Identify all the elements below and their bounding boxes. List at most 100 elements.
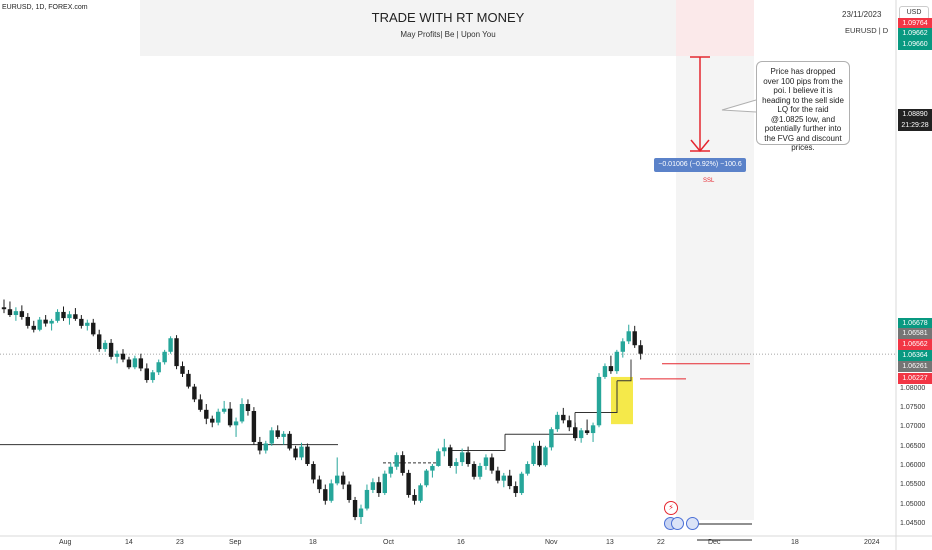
time-tick-label: 14 <box>125 539 133 546</box>
candle-body <box>573 427 578 439</box>
candle-body <box>507 475 512 487</box>
candle-body <box>549 429 554 448</box>
candle-body <box>204 409 209 419</box>
overlay-drawings <box>640 56 757 541</box>
symbol-header: EURUSD, 1D, FOREX.com <box>2 4 88 11</box>
watermark-panel <box>140 0 680 56</box>
candle-body <box>168 338 173 352</box>
measure-label[interactable]: −0.01006 (−0.92%) −100.6 <box>654 158 746 172</box>
countdown-tag: 21:29:28 <box>898 120 932 131</box>
candle-body <box>329 483 334 501</box>
candle-body <box>632 331 637 346</box>
price-tag: 1.09660 <box>898 39 932 50</box>
candle-body <box>352 500 358 518</box>
price-tag: 1.06364 <box>898 350 932 361</box>
candle-body <box>555 414 560 430</box>
time-tick-label: 22 <box>657 539 665 546</box>
drawings <box>0 353 896 464</box>
candle-body <box>263 443 268 451</box>
candle-body <box>85 322 90 326</box>
candle-body <box>596 376 602 426</box>
time-tick-label: 23 <box>176 539 184 546</box>
time-tick-label: 16 <box>457 539 465 546</box>
candle-body <box>233 421 239 426</box>
price-tick-label: 1.08000 <box>900 384 926 392</box>
candle-body <box>543 447 548 466</box>
candle-body <box>49 320 54 324</box>
candle-body <box>584 430 590 434</box>
candle-body <box>216 411 221 423</box>
candle-body <box>436 451 441 466</box>
ssl-label: SSL <box>703 178 715 184</box>
event-icon-3[interactable] <box>686 517 699 530</box>
candle-body <box>120 353 126 360</box>
candle-body <box>454 462 459 466</box>
candle-body <box>382 473 387 494</box>
candle-body <box>180 366 185 374</box>
candle-body <box>287 433 292 449</box>
candle-body <box>192 386 197 400</box>
candle-body <box>269 430 274 444</box>
price-tag: 1.09662 <box>898 28 932 39</box>
candle-body <box>37 319 42 330</box>
symbol-timeframe-label: EURUSD | D <box>845 26 889 35</box>
price-tag: 1.06562 <box>898 339 932 350</box>
candle-body <box>590 425 596 434</box>
price-tick-label: 1.06000 <box>900 461 926 469</box>
price-tick-label: 1.07000 <box>900 423 926 431</box>
candle-body <box>108 342 114 357</box>
note-pointer <box>721 99 757 113</box>
candle-body <box>614 351 620 372</box>
candle-body <box>311 464 316 480</box>
candle-body <box>73 314 78 319</box>
candle-body <box>465 452 471 465</box>
price-tag: 1.09764 <box>898 18 932 29</box>
candle-body <box>406 472 411 495</box>
event-icon-2[interactable] <box>671 517 684 530</box>
candle-body <box>525 464 530 474</box>
watermark-subtitle: May Profits| Be | Upon You <box>400 30 496 39</box>
candle-body <box>477 465 483 477</box>
candle-body <box>394 455 399 467</box>
time-tick-label: Sep <box>229 539 242 546</box>
price-tag: 1.06227 <box>898 373 932 384</box>
candle-body <box>97 334 102 350</box>
price-tick-label: 1.05000 <box>900 500 926 508</box>
price-tick-label: 1.07500 <box>900 403 926 411</box>
candle-body <box>43 319 48 324</box>
candle-body <box>144 368 149 381</box>
candle-body <box>323 489 328 501</box>
candle-body <box>31 325 36 330</box>
candle-body <box>602 366 608 377</box>
candle-body <box>335 475 340 484</box>
candle-body <box>626 331 631 342</box>
candle-body <box>346 484 352 501</box>
flash-icon[interactable]: ⚡ <box>664 501 678 515</box>
candle-body <box>370 482 376 490</box>
candles <box>1 299 643 524</box>
candle-body <box>412 494 417 501</box>
candle-body <box>364 489 370 509</box>
candle-body <box>388 466 393 474</box>
analysis-note[interactable]: Price has dropped over 100 pips from the… <box>756 61 850 152</box>
candle-body <box>340 475 346 485</box>
candle-body <box>358 508 364 518</box>
time-tick-label: 18 <box>309 539 317 546</box>
candle-body <box>61 311 66 319</box>
candle-body <box>221 408 227 412</box>
candle-body <box>448 447 453 466</box>
candle-body <box>400 455 405 473</box>
price-tag: 1.06678 <box>898 318 932 329</box>
candle-body <box>317 479 322 490</box>
future-shade-zone <box>676 0 754 520</box>
candle-body <box>150 372 155 381</box>
candle-body <box>567 420 572 428</box>
candle-body <box>418 485 423 501</box>
time-tick-label: Dec <box>708 539 721 546</box>
price-tick-label: 1.06500 <box>900 442 926 450</box>
candle-body <box>531 445 536 465</box>
time-tick-label: 2024 <box>864 539 880 546</box>
candle-body <box>620 341 625 352</box>
candle-body <box>495 470 501 481</box>
